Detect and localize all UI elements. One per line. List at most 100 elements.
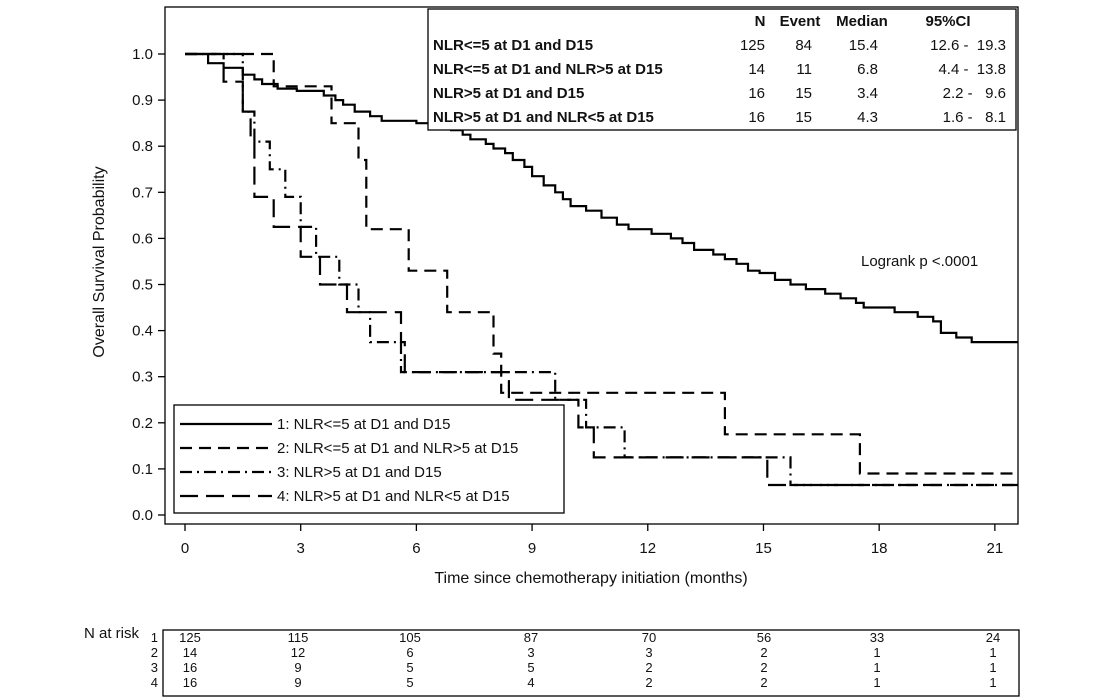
legend-label-3: 3: NLR>5 at D1 and D15	[277, 464, 442, 481]
summary-row-label: NLR>5 at D1 and D15	[433, 85, 584, 102]
summary-table: N Event Median 95%CI NLR<=5 at D1 and D15 125…	[433, 13, 1006, 126]
risk-value: 6	[406, 645, 413, 660]
summary-header: Event	[780, 13, 821, 30]
risk-value: 2	[645, 660, 652, 675]
summary-header: N	[755, 13, 766, 30]
risk-value: 2	[760, 645, 767, 660]
risk-table-title: N at risk	[84, 625, 140, 642]
x-tick-label: 21	[987, 540, 1004, 557]
risk-value: 56	[757, 630, 771, 645]
risk-value: 33	[870, 630, 884, 645]
y-tick-label: 1.0	[132, 46, 153, 63]
summary-n: 14	[748, 61, 765, 78]
risk-value: 9	[294, 675, 301, 690]
plot-frame	[164, 6, 1019, 525]
summary-median: 6.8	[857, 61, 878, 78]
summary-n: 125	[740, 37, 765, 54]
risk-value: 70	[642, 630, 656, 645]
x-tick-label: 6	[412, 540, 420, 557]
summary-n: 16	[748, 85, 765, 102]
summary-median: 3.4	[857, 85, 878, 102]
legend-label-2: 2: NLR<=5 at D1 and NLR>5 at D15	[277, 440, 518, 457]
risk-table-box	[162, 629, 1020, 697]
y-axis-title: Overall Survival Probability	[91, 166, 108, 357]
x-tick-label: 18	[871, 540, 888, 557]
risk-value: 14	[183, 645, 197, 660]
summary-row-label: NLR<=5 at D1 and NLR>5 at D15	[433, 61, 663, 78]
risk-row-id: 4	[151, 675, 158, 690]
x-tick-label: 9	[528, 540, 536, 557]
risk-value: 1	[873, 645, 880, 660]
y-tick-label: 0.3	[132, 369, 153, 386]
y-tick-label: 0.7	[132, 184, 153, 201]
legend-label-1: 1: NLR<=5 at D1 and D15	[277, 416, 450, 433]
logrank-annotation: Logrank p <.0001	[861, 253, 978, 270]
risk-value: 125	[179, 630, 201, 645]
risk-value: 9	[294, 660, 301, 675]
risk-value: 5	[406, 660, 413, 675]
survival-curve-3	[185, 52, 1018, 487]
risk-row-id: 2	[151, 645, 158, 660]
summary-row-label: NLR<=5 at D1 and D15	[433, 37, 593, 54]
summary-event: 84	[795, 37, 812, 54]
risk-value: 24	[986, 630, 1000, 645]
y-tick-label: 0.1	[132, 461, 153, 478]
summary-ci: 4.4 - 13.8	[938, 61, 1006, 78]
risk-value: 1	[989, 675, 996, 690]
summary-ci: 12.6 - 19.3	[930, 37, 1006, 54]
x-tick-label: 15	[755, 540, 772, 557]
risk-value: 4	[527, 675, 534, 690]
risk-row-id: 3	[151, 660, 158, 675]
y-tick-label: 0.2	[132, 415, 153, 432]
x-axis: 0 3 6 9 12 15 18 21	[181, 524, 1003, 557]
risk-value: 105	[399, 630, 421, 645]
risk-value: 1	[873, 675, 880, 690]
x-tick-label: 12	[639, 540, 656, 557]
risk-value: 87	[524, 630, 538, 645]
risk-value: 5	[527, 660, 534, 675]
summary-event: 15	[795, 85, 812, 102]
summary-median: 4.3	[857, 109, 878, 126]
summary-ci: 1.6 - 8.1	[943, 109, 1006, 126]
risk-value: 1	[873, 660, 880, 675]
summary-header: Median	[836, 13, 888, 30]
x-tick-label: 3	[297, 540, 305, 557]
summary-table-box	[427, 8, 1017, 131]
y-tick-label: 0.8	[132, 138, 153, 155]
y-tick-label: 0.5	[132, 277, 153, 294]
risk-value: 16	[183, 660, 197, 675]
risk-value: 1	[989, 660, 996, 675]
y-tick-label: 0.9	[132, 92, 153, 109]
survival-curve-4	[185, 52, 1018, 487]
risk-table: 1 125 115 105 87 70 56 33 242 14 12 6 3 3 2 1 13 16 9 5 5 2 2 1…	[151, 630, 1000, 690]
legend-label-4: 4: NLR>5 at D1 and NLR<5 at D15	[277, 488, 510, 505]
risk-value: 5	[406, 675, 413, 690]
summary-ci: 2.2 - 9.6	[943, 85, 1006, 102]
survival-curve-2	[185, 52, 1018, 475]
summary-event: 11	[796, 61, 812, 78]
risk-value: 115	[288, 630, 309, 645]
risk-value: 1	[989, 645, 996, 660]
summary-n: 16	[748, 109, 765, 126]
risk-value: 2	[760, 675, 767, 690]
risk-value: 16	[183, 675, 197, 690]
summary-event: 15	[795, 109, 812, 126]
risk-value: 2	[645, 675, 652, 690]
survival-curves	[185, 52, 1018, 487]
risk-value: 3	[527, 645, 534, 660]
x-tick-label: 0	[181, 540, 189, 557]
summary-row-label: NLR>5 at D1 and NLR<5 at D15	[433, 109, 654, 126]
x-axis-title: Time since chemotherapy initiation (mont…	[434, 570, 747, 587]
legend: 1: NLR<=5 at D1 and D15 2: NLR<=5 at D1 a…	[180, 416, 518, 505]
y-axis: 0.0 0.1 0.2 0.3 0.4 0.5 0.6 0.7 0.8 0.9 1.0	[132, 46, 165, 524]
y-tick-label: 0.4	[132, 323, 153, 340]
summary-median: 15.4	[849, 37, 878, 54]
summary-header: 95%CI	[925, 13, 970, 30]
y-tick-label: 0.0	[132, 507, 153, 524]
risk-value: 3	[645, 645, 652, 660]
risk-value: 2	[760, 660, 767, 675]
risk-value: 12	[291, 645, 305, 660]
risk-row-id: 1	[151, 630, 158, 645]
y-tick-label: 0.6	[132, 230, 153, 247]
